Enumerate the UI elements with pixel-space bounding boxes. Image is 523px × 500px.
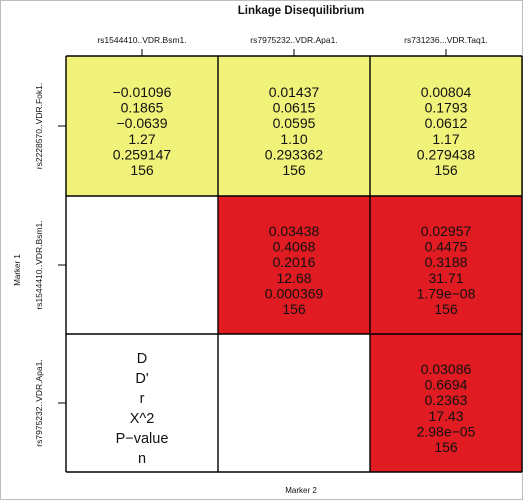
cell-value: 0.3188	[425, 254, 468, 270]
legend-label: D	[137, 351, 147, 367]
cell-value: 0.6694	[425, 377, 468, 393]
chart-title: Linkage Disequilibrium	[238, 5, 365, 17]
column-label: rs1544410..VDR.Bsm1.	[97, 35, 186, 45]
row-label: rs2228570..VDR.Fok1.	[34, 83, 44, 169]
cell-2-0	[66, 334, 218, 472]
cell-0-2	[370, 56, 522, 196]
cell-value: 0.2016	[273, 254, 316, 270]
y-axis-label: Marker 1	[13, 254, 22, 286]
cell-value: 1.17	[432, 131, 459, 147]
legend-label: D'	[135, 371, 148, 387]
cell-value: 0.0612	[425, 115, 468, 131]
column-label: rs731236...VDR.Taq1.	[404, 35, 488, 45]
cell-value: 0.000369	[265, 285, 324, 301]
cell-value: −0.01096	[113, 84, 172, 100]
cell-value: 156	[282, 301, 306, 317]
cell-value: 0.02957	[421, 223, 472, 239]
cell-value: 156	[434, 162, 458, 178]
cell-0-0	[66, 56, 218, 196]
row-label: rs1544410..VDR.Bsm1.	[34, 220, 44, 309]
cell-value: 156	[434, 301, 458, 317]
cell-2-2	[370, 334, 522, 472]
cell-value: 1.10	[280, 131, 307, 147]
cell-value: 31.71	[428, 270, 463, 286]
cell-value: 12.68	[276, 270, 311, 286]
cell-value: 1.27	[128, 131, 155, 147]
cell-value: −0.0639	[117, 115, 168, 131]
legend-label: n	[138, 451, 146, 467]
legend-label: P−value	[116, 431, 169, 447]
cell-value: 0.01437	[269, 84, 320, 100]
cell-value: 0.0595	[273, 115, 316, 131]
cell-value: 0.4068	[273, 239, 316, 255]
cell-1-2	[370, 196, 522, 334]
cell-1-0	[66, 196, 218, 334]
row-label: rs7975232..VDR.Apa1.	[34, 359, 44, 446]
cell-2-1	[218, 334, 370, 472]
cell-value: 0.03086	[421, 361, 472, 377]
cell-value: 0.4475	[425, 239, 468, 255]
cell-value: 156	[282, 162, 306, 178]
legend-label: X^2	[130, 411, 155, 427]
cell-value: 1.79e−08	[417, 285, 476, 301]
cell-value: 156	[434, 439, 458, 455]
legend-label: r	[140, 391, 145, 407]
x-axis-label: Marker 2	[285, 486, 317, 495]
cell-value: 0.0615	[273, 100, 316, 116]
column-label: rs7975232..VDR.Apa1.	[250, 35, 337, 45]
cell-value: 156	[130, 162, 154, 178]
cell-value: 2.98e−05	[417, 423, 476, 439]
cell-value: 0.03438	[269, 223, 320, 239]
cell-value: 0.279438	[417, 146, 476, 162]
cell-1-1	[218, 196, 370, 334]
cell-value: 0.1793	[425, 100, 468, 116]
cell-value: 17.43	[428, 408, 463, 424]
ld-grid: −0.010960.1865−0.06391.270.2591471560.01…	[34, 35, 523, 473]
cell-value: 0.00804	[421, 84, 472, 100]
cell-value: 0.1865	[121, 100, 164, 116]
cell-0-1	[218, 56, 370, 196]
cell-value: 0.293362	[265, 146, 324, 162]
cell-value: 0.259147	[113, 146, 172, 162]
cell-value: 0.2363	[425, 392, 468, 408]
